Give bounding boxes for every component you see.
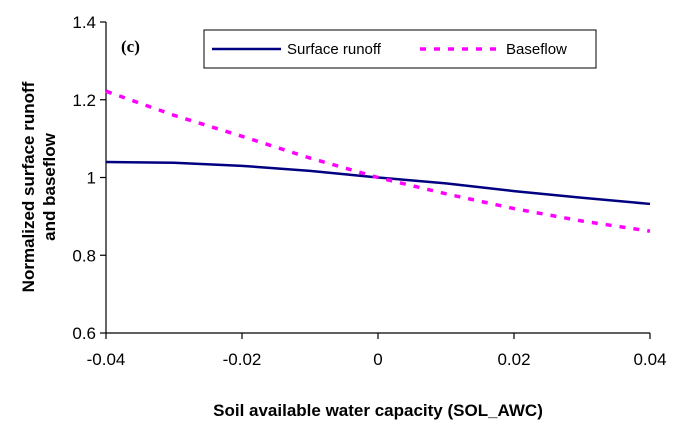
panel-label: (c): [121, 37, 140, 56]
legend: Surface runoff Baseflow: [203, 29, 597, 69]
axis-ticks: 0.6 0.8 1 1.2 1.4 -0.04 -0.02 0 0.02 0.04: [72, 13, 666, 369]
x-tick-label: -0.04: [87, 350, 126, 369]
series-layer: [105, 89, 651, 233]
y-axis-title-line2: and baseflow: [40, 132, 59, 240]
y-tick-label: 0.8: [72, 246, 96, 265]
y-tick-label: 0.6: [72, 324, 96, 343]
x-axis-title: Soil available water capacity (SOL_AWC): [213, 401, 543, 420]
x-tick-label: -0.02: [223, 350, 262, 369]
y-tick-label: 1.4: [72, 13, 96, 32]
y-tick-label: 1: [87, 169, 96, 188]
legend-label-surface-runoff: Surface runoff: [287, 41, 382, 58]
y-tick-label: 1.2: [72, 91, 96, 110]
series-line-surface-runoff: [105, 160, 651, 206]
x-tick-label: 0.04: [633, 350, 666, 369]
x-tick-label: 0: [373, 350, 382, 369]
y-axis-title-line1: Normalized surface runoff: [19, 81, 38, 292]
series-line-baseflow: [105, 89, 651, 233]
x-tick-label: 0.02: [497, 350, 530, 369]
legend-label-baseflow: Baseflow: [506, 41, 567, 58]
